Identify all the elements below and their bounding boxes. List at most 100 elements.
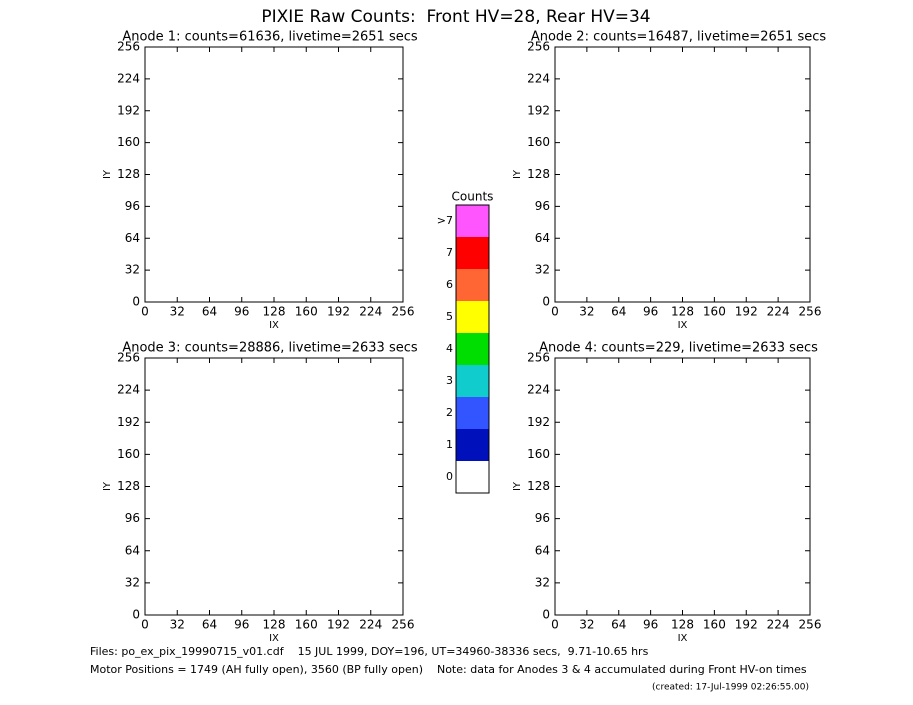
y-axis-label: IY bbox=[102, 169, 113, 179]
x-tick-label: 192 bbox=[735, 305, 758, 319]
x-tick-label: 32 bbox=[579, 305, 594, 319]
x-tick-label: 64 bbox=[611, 305, 626, 319]
x-tick-label: 128 bbox=[263, 618, 286, 632]
x-tick-label: 32 bbox=[170, 618, 185, 632]
x-tick-label: 160 bbox=[703, 305, 726, 319]
x-axis-label: IX bbox=[678, 320, 688, 331]
y-tick-label: 0 bbox=[132, 608, 140, 622]
x-tick-label: 96 bbox=[234, 305, 249, 319]
colorbar-swatch bbox=[456, 237, 489, 269]
y-axis-label: IY bbox=[512, 481, 523, 491]
x-tick-label: 192 bbox=[735, 618, 758, 632]
colorbar-label: 0 bbox=[446, 470, 453, 483]
colorbar-label: 6 bbox=[446, 278, 453, 291]
x-tick-label: 0 bbox=[141, 618, 149, 632]
colorbar-label: 3 bbox=[446, 374, 453, 387]
x-tick-label: 256 bbox=[392, 618, 415, 632]
colorbar-frame bbox=[455, 204, 490, 494]
y-tick-label: 32 bbox=[125, 575, 140, 589]
y-tick-label: 256 bbox=[117, 351, 140, 365]
x-tick-label: 128 bbox=[671, 305, 694, 319]
plot-frame bbox=[554, 46, 811, 303]
panel-title: Anode 4: counts=229, livetime=2633 secs bbox=[539, 341, 818, 356]
y-tick-label: 96 bbox=[125, 199, 140, 213]
y-tick-label: 192 bbox=[117, 415, 140, 429]
panel-title: Anode 1: counts=61636, livetime=2651 sec… bbox=[122, 30, 418, 45]
footer-line: Files: po_ex_pix_19990715_v01.cdf 15 JUL… bbox=[90, 645, 649, 658]
y-tick-label: 192 bbox=[527, 415, 550, 429]
x-tick-label: 64 bbox=[202, 305, 217, 319]
x-tick-label: 256 bbox=[392, 305, 415, 319]
y-axis-label: IY bbox=[102, 481, 113, 491]
panel-title: Anode 2: counts=16487, livetime=2651 sec… bbox=[531, 30, 827, 45]
y-axis-label: IY bbox=[512, 169, 523, 179]
x-tick-label: 64 bbox=[202, 618, 217, 632]
x-tick-label: 0 bbox=[551, 305, 559, 319]
y-tick-label: 0 bbox=[542, 295, 550, 309]
footer-line: Motor Positions = 1749 (AH fully open), … bbox=[90, 663, 807, 676]
x-tick-label: 96 bbox=[643, 305, 658, 319]
y-tick-label: 128 bbox=[527, 167, 550, 181]
x-tick-label: 224 bbox=[359, 305, 382, 319]
colorbar-swatch bbox=[456, 205, 489, 237]
colorbar-label: 5 bbox=[446, 310, 453, 323]
colorbar-swatch bbox=[456, 397, 489, 429]
plot-frame bbox=[144, 357, 404, 616]
y-tick-label: 128 bbox=[117, 167, 140, 181]
x-axis-label: IX bbox=[269, 320, 279, 331]
colorbar-label: 1 bbox=[446, 438, 453, 451]
x-tick-label: 224 bbox=[767, 618, 790, 632]
x-tick-label: 0 bbox=[141, 305, 149, 319]
y-tick-label: 96 bbox=[535, 199, 550, 213]
x-tick-label: 224 bbox=[767, 305, 790, 319]
y-tick-label: 224 bbox=[527, 383, 550, 397]
x-tick-label: 96 bbox=[643, 618, 658, 632]
x-tick-label: 256 bbox=[799, 618, 822, 632]
y-tick-label: 96 bbox=[535, 511, 550, 525]
colorbar-label: 7 bbox=[446, 246, 453, 259]
y-tick-label: 224 bbox=[527, 71, 550, 85]
y-tick-label: 64 bbox=[535, 543, 550, 557]
x-axis-label: IX bbox=[269, 633, 279, 644]
y-tick-label: 32 bbox=[535, 263, 550, 277]
x-tick-label: 256 bbox=[799, 305, 822, 319]
y-tick-label: 256 bbox=[117, 40, 140, 54]
colorbar-swatch bbox=[456, 461, 489, 493]
colorbar-swatch bbox=[456, 269, 489, 301]
y-tick-label: 128 bbox=[117, 479, 140, 493]
y-tick-label: 224 bbox=[117, 383, 140, 397]
y-tick-label: 224 bbox=[117, 71, 140, 85]
colorbar-swatch bbox=[456, 429, 489, 461]
y-tick-label: 32 bbox=[535, 575, 550, 589]
colorbar-title: Counts bbox=[452, 190, 494, 204]
y-tick-label: 160 bbox=[117, 447, 140, 461]
x-tick-label: 96 bbox=[234, 618, 249, 632]
y-tick-label: 0 bbox=[542, 608, 550, 622]
x-axis-label: IX bbox=[678, 633, 688, 644]
y-tick-label: 192 bbox=[117, 103, 140, 117]
colorbar-label: 2 bbox=[446, 406, 453, 419]
y-tick-label: 256 bbox=[527, 351, 550, 365]
colorbar-swatch bbox=[456, 333, 489, 365]
colorbar-label: >7 bbox=[437, 214, 453, 227]
x-tick-label: 32 bbox=[170, 305, 185, 319]
y-tick-label: 160 bbox=[527, 447, 550, 461]
y-tick-label: 192 bbox=[527, 103, 550, 117]
colorbar-label: 4 bbox=[446, 342, 453, 355]
y-tick-label: 160 bbox=[527, 135, 550, 149]
y-tick-label: 0 bbox=[132, 295, 140, 309]
colorbar-swatch bbox=[456, 365, 489, 397]
x-tick-label: 192 bbox=[327, 618, 350, 632]
plot-frame bbox=[554, 357, 811, 616]
x-tick-label: 160 bbox=[703, 618, 726, 632]
y-tick-label: 64 bbox=[535, 231, 550, 245]
x-tick-label: 128 bbox=[671, 618, 694, 632]
y-tick-label: 32 bbox=[125, 263, 140, 277]
footer-line: (created: 17-Jul-1999 02:26:55.00) bbox=[652, 683, 809, 693]
figure-title: PIXIE Raw Counts: Front HV=28, Rear HV=3… bbox=[261, 7, 650, 27]
y-tick-label: 160 bbox=[117, 135, 140, 149]
y-tick-label: 128 bbox=[527, 479, 550, 493]
y-tick-label: 64 bbox=[125, 231, 140, 245]
y-tick-label: 96 bbox=[125, 511, 140, 525]
